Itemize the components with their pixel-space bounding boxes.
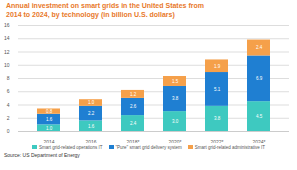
svg-text:2.2: 2.2 — [88, 111, 95, 116]
svg-text:3.8: 3.8 — [172, 96, 179, 101]
html-text:Source: US Department of Energ: Source: US Department of Energy — [4, 152, 80, 158]
svg-text:2014: 2014 — [43, 139, 54, 143]
html-text:"Pure" smart grid delivery sys: "Pure" smart grid delivery system — [115, 144, 182, 150]
html-text:Annual investment on smart gri: Annual investment on smart grids in the … — [6, 2, 204, 18]
html-text:Smart grid-related administrat: Smart grid-related administrative IT — [194, 144, 265, 150]
svg-text:1.5: 1.5 — [172, 79, 179, 84]
svg-text:0: 0 — [7, 128, 10, 134]
svg-text:3.8: 3.8 — [214, 116, 221, 121]
svg-text:2.6: 2.6 — [130, 104, 137, 109]
svg-text:3.0: 3.0 — [172, 119, 179, 124]
svg-text:10: 10 — [4, 62, 10, 68]
svg-text:16: 16 — [4, 22, 10, 28]
svg-text:4: 4 — [7, 102, 10, 108]
svg-text:2022*: 2022* — [210, 139, 223, 143]
svg-text:2018*: 2018* — [126, 139, 139, 143]
svg-text:1.9: 1.9 — [214, 64, 221, 69]
svg-text:2016: 2016 — [85, 139, 96, 143]
svg-text:2: 2 — [7, 115, 10, 121]
svg-text:14: 14 — [4, 35, 10, 41]
svg-text:1.6: 1.6 — [88, 124, 95, 129]
svg-text:12: 12 — [4, 49, 10, 55]
svg-text:4.5: 4.5 — [256, 114, 263, 119]
html-text:Smart grid-related operations: Smart grid-related operations IT — [39, 144, 103, 150]
svg-text:2.4: 2.4 — [256, 45, 263, 50]
svg-text:6: 6 — [7, 88, 10, 94]
svg-text:1.2: 1.2 — [130, 92, 137, 97]
svg-text:2024*: 2024* — [252, 139, 265, 143]
svg-text:1.6: 1.6 — [46, 117, 53, 122]
svg-text:1.0: 1.0 — [88, 100, 95, 105]
svg-text:2020*: 2020* — [168, 139, 181, 143]
svg-text:1.0: 1.0 — [46, 126, 53, 131]
svg-text:2.4: 2.4 — [130, 121, 137, 126]
svg-text:5.1: 5.1 — [214, 87, 221, 92]
svg-text:6.9: 6.9 — [256, 76, 263, 81]
svg-text:8: 8 — [7, 75, 10, 81]
svg-text:0.8: 0.8 — [46, 109, 53, 114]
